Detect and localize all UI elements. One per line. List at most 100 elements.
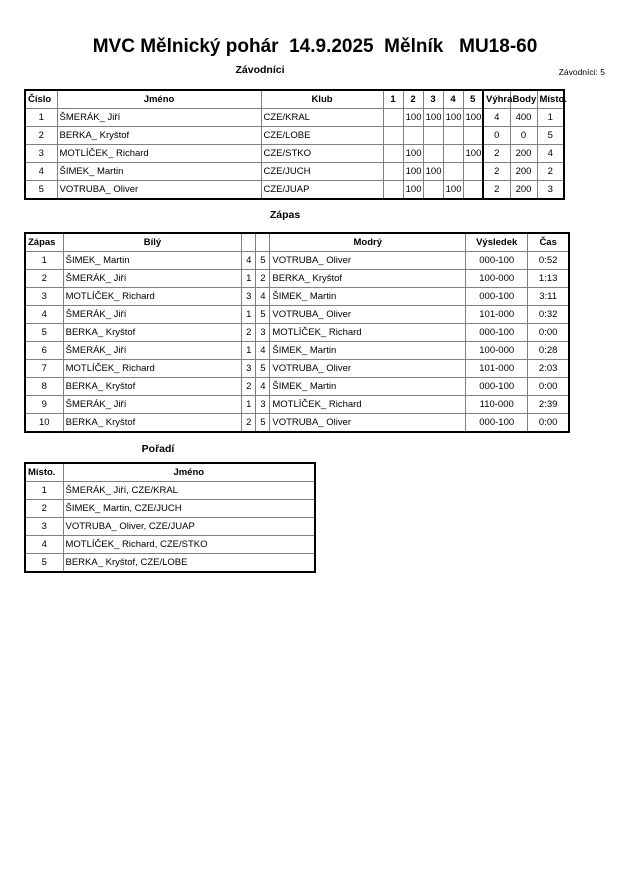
cell-blue-number: 3 — [255, 395, 271, 414]
cell-name: MOTLÍČEK_ Richard — [56, 144, 262, 163]
cell-place: 2 — [536, 162, 565, 181]
table-row: 3 MOTLÍČEK_ Richard 3 4 ŠIMEK_ Martin 000-100… — [24, 287, 570, 306]
cell-club: CZE/JUAP — [260, 180, 384, 200]
table-row: 3 VOTRUBA_ Oliver, CZE/JUAP — [24, 517, 316, 536]
cell-white-name: ŠIMEK_ Martin — [62, 251, 243, 270]
cell-match-4 — [442, 144, 464, 163]
cell-time: 2:03 — [527, 359, 570, 378]
cell-match-1 — [382, 126, 404, 145]
cell-place: 5 — [24, 553, 64, 573]
cell-place: 1 — [536, 108, 565, 127]
cell-wins: 2 — [482, 162, 511, 181]
cell-time: 0:52 — [527, 251, 570, 270]
cell-match-3: 100 — [422, 108, 444, 127]
cell-blue-number: 5 — [255, 413, 271, 433]
cell-match-3 — [422, 144, 444, 163]
cell-result: 100-000 — [465, 341, 529, 360]
cell-blue-name: MOTLÍČEK_ Richard — [269, 395, 467, 414]
cell-number: 5 — [24, 180, 58, 200]
cell-number: 4 — [24, 162, 58, 181]
table-row: 5 BERKA_ Kryštof 2 3 MOTLÍČEK_ Richard 000-10… — [24, 323, 570, 342]
cell-place: 5 — [536, 126, 565, 145]
col-header-points: Body — [509, 89, 538, 109]
cell-blue-number: 5 — [255, 251, 271, 270]
cell-match-number: 1 — [24, 251, 64, 270]
cell-white-name: ŠMERÁK_ Jiří — [62, 269, 243, 288]
col-header-m3: 3 — [422, 89, 444, 109]
cell-blue-number: 5 — [255, 359, 271, 378]
cell-wins: 4 — [482, 108, 511, 127]
cell-white-number: 3 — [241, 359, 257, 378]
cell-name: BERKA_ Kryštof, CZE/LOBE — [62, 553, 316, 573]
matches-table: Zápas Bílý Modrý Výsledek Čas 1 ŠIMEK_ Ma… — [24, 232, 570, 433]
cell-match-1 — [382, 144, 404, 163]
cell-white-number: 2 — [241, 413, 257, 433]
cell-match-1 — [382, 162, 404, 181]
cell-time: 2:39 — [527, 395, 570, 414]
col-header-blue-number — [255, 232, 271, 252]
cell-result: 000-100 — [465, 377, 529, 396]
table-header-row: Číslo Jméno Klub 1 2 3 4 5 Výhra Body Mí… — [24, 89, 567, 109]
cell-match-2 — [402, 126, 424, 145]
table-row: 3 MOTLÍČEK_ Richard CZE/STKO 100 100 2 200 4 — [24, 144, 565, 163]
cell-match-5: 100 — [462, 108, 484, 127]
cell-blue-name: ŠIMEK_ Martin — [269, 341, 467, 360]
col-header-blue: Modrý — [269, 232, 467, 252]
cell-match-5 — [462, 126, 484, 145]
cell-match-1 — [382, 180, 404, 200]
col-header-result: Výsledek — [465, 232, 529, 252]
cell-wins: 0 — [482, 126, 511, 145]
cell-blue-name: VOTRUBA_ Oliver — [269, 251, 467, 270]
section-heading-standings: Pořadí — [141, 443, 175, 455]
cell-place: 1 — [24, 481, 64, 500]
cell-blue-number: 4 — [255, 287, 271, 306]
cell-match-5 — [462, 162, 484, 181]
cell-wins: 2 — [482, 180, 511, 200]
col-header-wins: Výhra — [482, 89, 512, 109]
cell-white-name: BERKA_ Kryštof — [62, 377, 243, 396]
cell-white-name: ŠMERÁK_ Jiří — [62, 395, 243, 414]
competitors-table: Číslo Jméno Klub 1 2 3 4 5 Výhra Body Mí… — [24, 89, 567, 200]
table-row: 5 VOTRUBA_ Oliver CZE/JUAP 100 100 2 200 3 — [24, 180, 565, 200]
cell-wins: 2 — [482, 144, 511, 163]
cell-points: 200 — [509, 180, 538, 200]
cell-time: 0:32 — [527, 305, 570, 324]
cell-white-name: MOTLÍČEK_ Richard — [62, 287, 243, 306]
cell-match-2: 100 — [402, 108, 424, 127]
cell-blue-number: 2 — [255, 269, 271, 288]
col-header-m1: 1 — [382, 89, 404, 109]
cell-number: 2 — [24, 126, 58, 145]
cell-blue-name: ŠIMEK_ Martin — [269, 377, 467, 396]
cell-match-1 — [382, 108, 404, 127]
cell-white-number: 2 — [241, 377, 257, 396]
cell-place: 4 — [536, 144, 565, 163]
col-header-club: Klub — [260, 89, 384, 109]
table-row: 1 ŠMERÁK_ Jiří, CZE/KRAL — [24, 481, 316, 500]
cell-name: MOTLÍČEK_ Richard, CZE/STKO — [62, 535, 316, 554]
cell-name: ŠIMEK_ Martin, CZE/JUCH — [62, 499, 316, 518]
col-header-name: Jméno — [56, 89, 262, 109]
cell-name: VOTRUBA_ Oliver — [56, 180, 262, 200]
standings-table: Místo. Jméno 1 ŠMERÁK_ Jiří, CZE/KRAL 2 ŠIM… — [24, 462, 316, 573]
table-row: 2 BERKA_ Kryštof CZE/LOBE 0 0 5 — [24, 126, 565, 145]
cell-white-number: 2 — [241, 323, 257, 342]
cell-match-4: 100 — [442, 108, 464, 127]
col-header-place: Místo. — [24, 462, 64, 482]
cell-match-2: 100 — [402, 162, 424, 181]
cell-result: 000-100 — [465, 287, 529, 306]
table-row: 5 BERKA_ Kryštof, CZE/LOBE — [24, 553, 316, 573]
cell-blue-number: 4 — [255, 341, 271, 360]
matches-table-body: 1 ŠIMEK_ Martin 4 5 VOTRUBA_ Oliver 000-100 0:… — [24, 251, 570, 433]
cell-match-number: 6 — [24, 341, 64, 360]
cell-white-number: 1 — [241, 341, 257, 360]
cell-club: CZE/LOBE — [260, 126, 384, 145]
cell-white-number: 1 — [241, 395, 257, 414]
table-row: 1 ŠIMEK_ Martin 4 5 VOTRUBA_ Oliver 000-100 0:… — [24, 251, 570, 270]
cell-match-number: 3 — [24, 287, 64, 306]
table-row: 6 ŠMERÁK_ Jiří 1 4 ŠIMEK_ Martin 100-000 0:28 — [24, 341, 570, 360]
table-row: 4 ŠMERÁK_ Jiří 1 5 VOTRUBA_ Oliver 101-000 0:3… — [24, 305, 570, 324]
cell-result: 100-000 — [465, 269, 529, 288]
table-row: 1 ŠMERÁK_ Jiří CZE/KRAL 100 100 100 100 4 400 1 — [24, 108, 565, 127]
col-header-place: Místo. — [536, 89, 567, 109]
col-header-name: Jméno — [62, 462, 316, 482]
